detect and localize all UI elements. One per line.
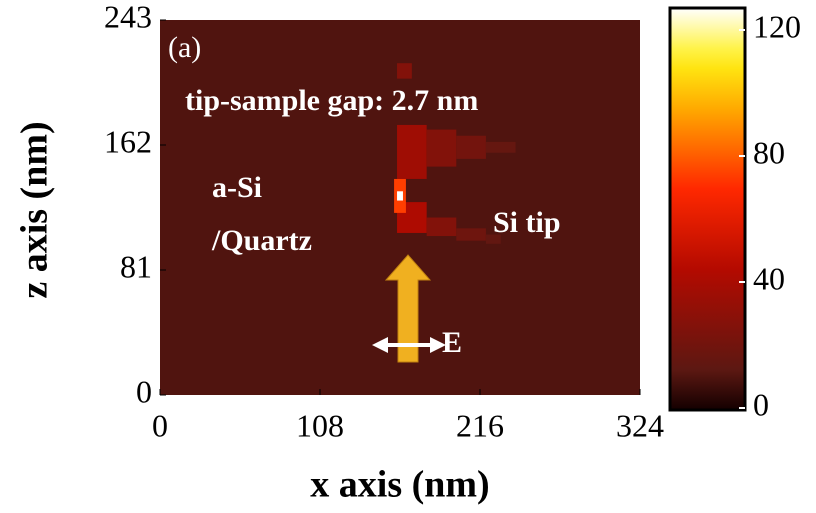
annotation: E	[442, 326, 462, 359]
colorbar-tick-label: 80	[753, 134, 785, 170]
y-tick-label: 0	[136, 373, 152, 409]
x-tick-label: 216	[456, 407, 504, 443]
annotation: /Quartz	[211, 224, 312, 257]
panel-label: (a)	[168, 31, 201, 64]
annotation: tip-sample gap: 2.7 nm	[185, 84, 478, 117]
heatmap-cell	[456, 228, 486, 240]
y-axis-label: z axis (nm)	[14, 121, 56, 298]
heatmap-cell	[427, 130, 457, 167]
chart: (a) tip-sample gap: 2.7 nm a-Si /Quartz …	[0, 0, 816, 508]
annotation: Si tip	[493, 206, 561, 239]
heatmap-cell	[456, 136, 486, 159]
colorbar-tick-label: 120	[753, 8, 801, 44]
y-tick-label: 243	[104, 0, 152, 34]
heatmap-cell	[486, 142, 516, 153]
colorbar-tick-label: 40	[753, 260, 785, 296]
x-tick-label: 0	[152, 407, 168, 443]
page: (a) tip-sample gap: 2.7 nm a-Si /Quartz …	[0, 0, 816, 513]
heatmap-cell	[397, 191, 403, 200]
y-tick-label: 162	[104, 123, 152, 159]
colorbar	[670, 8, 745, 410]
x-tick-label: 108	[296, 407, 344, 443]
heatmap-cell	[397, 125, 427, 179]
annotation: a-Si	[212, 171, 262, 204]
heatmap-cell	[427, 218, 457, 237]
heatmap-cell	[397, 63, 412, 78]
y-tick-label: 81	[120, 248, 152, 284]
x-axis-label: x axis (nm)	[310, 464, 489, 506]
colorbar-tick-label: 0	[753, 386, 769, 422]
x-tick-label: 324	[616, 407, 664, 443]
